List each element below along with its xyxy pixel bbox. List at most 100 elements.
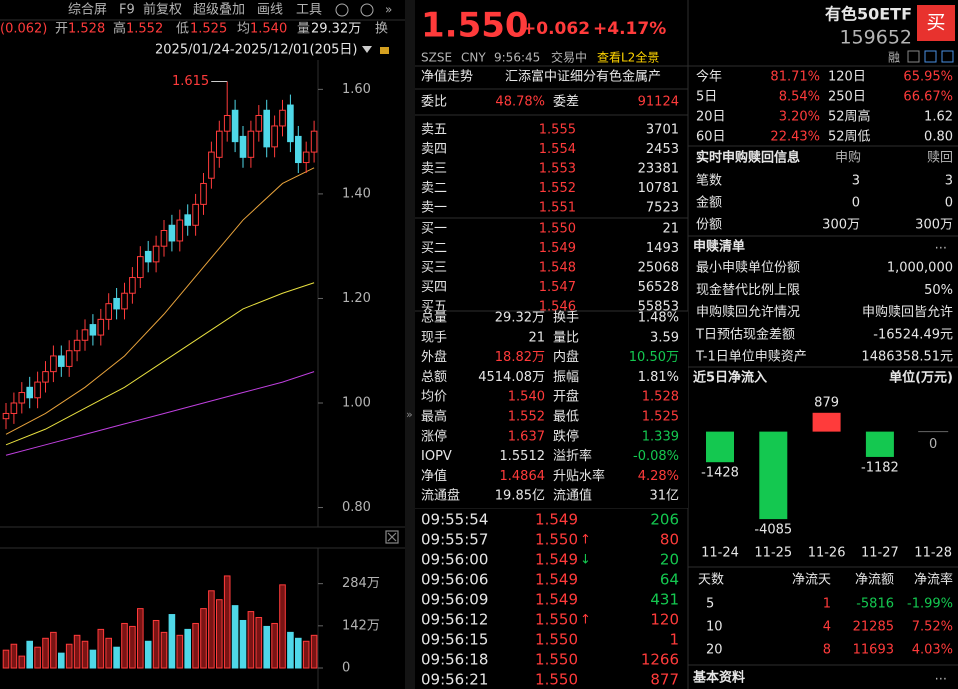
quote-field: 1.540 xyxy=(250,22,287,37)
trade-volume: 20 xyxy=(660,551,679,569)
change: +0.062 xyxy=(522,19,590,39)
y-tick-label: 1.40 xyxy=(342,186,371,201)
more[interactable]: ... xyxy=(935,238,947,253)
quote-field: 29.32万 xyxy=(311,22,361,37)
volume-bar xyxy=(113,646,120,669)
book-price: 1.551 xyxy=(539,201,576,216)
candle-body xyxy=(81,329,89,341)
volume-bar xyxy=(310,634,318,669)
meta[interactable]: 查看L2全景 xyxy=(597,50,659,65)
volume-bar xyxy=(121,622,128,669)
stat-value: 31亿 xyxy=(649,489,679,504)
volume-bar xyxy=(81,640,89,669)
table-cell: 21285 xyxy=(853,620,894,635)
trade-time: 09:56:06 xyxy=(421,571,488,589)
buy-button[interactable] xyxy=(917,5,955,41)
meta: 交易中 xyxy=(551,50,587,65)
volume-bar xyxy=(2,649,10,669)
trade-volume: 1266 xyxy=(641,651,679,669)
volume-bar xyxy=(271,622,278,669)
mask xyxy=(415,311,688,508)
candle-body xyxy=(216,130,223,158)
row-value: 1,000,000 xyxy=(887,261,953,276)
price: 1.550 xyxy=(421,6,529,46)
quote-field: 低 xyxy=(176,22,189,37)
splitter[interactable] xyxy=(405,0,415,689)
stat-label: 总量 xyxy=(421,311,447,326)
trade-arrow: ↑ xyxy=(580,533,591,548)
candle-body xyxy=(208,151,215,179)
tool-icons[interactable] xyxy=(907,50,954,63)
stat-label: 升贴水率 xyxy=(553,468,605,484)
stat-value: 10.50万 xyxy=(629,350,679,365)
stat-label: 流通盘 xyxy=(421,488,460,504)
volume-bar xyxy=(239,619,247,669)
book-price: 1.553 xyxy=(539,162,576,177)
volume-bar xyxy=(279,584,286,669)
trade-price: 1.549 xyxy=(535,511,578,529)
trade-volume: 64 xyxy=(660,571,679,589)
x-tick-label: 11-26 xyxy=(808,546,846,561)
table-cell: 4.03% xyxy=(912,643,953,658)
row-value: 0 xyxy=(945,196,953,211)
buy-label[interactable]: 买 xyxy=(926,12,945,34)
candle-body xyxy=(58,355,65,367)
row-label: 申购赎回允许情况 xyxy=(696,304,800,320)
volume-bar xyxy=(184,628,191,669)
quote-field: 换 xyxy=(375,22,388,37)
stat-label: 现手 xyxy=(421,330,447,345)
return-label: 52周低 xyxy=(828,130,871,145)
volume-bar xyxy=(34,646,41,669)
splitter-icon[interactable]: » xyxy=(406,408,413,421)
book-level: 卖三 xyxy=(421,162,447,177)
volume-bar xyxy=(216,599,223,669)
return-value: 1.62 xyxy=(924,110,953,125)
meta: 9:56:45 xyxy=(494,51,540,65)
book-price: 1.554 xyxy=(539,142,576,157)
candle-body xyxy=(73,339,81,352)
book-price: 1.550 xyxy=(539,222,576,237)
volume-bar xyxy=(152,619,160,669)
expand-icon[interactable]: » xyxy=(385,3,392,17)
trade-volume: 1 xyxy=(669,631,679,649)
close-icon[interactable] xyxy=(385,530,399,544)
stat-value: 19.85亿 xyxy=(495,489,545,504)
row-value: -16524.49元 xyxy=(873,327,953,342)
stat-label: 振幅 xyxy=(553,370,579,385)
volume-bar xyxy=(200,608,207,669)
candle-body xyxy=(200,182,207,205)
book-volume: 21 xyxy=(662,222,679,237)
volume-bar xyxy=(223,575,231,669)
volume-bar xyxy=(97,628,105,669)
trade-time: 09:55:57 xyxy=(421,531,488,549)
trade-time: 09:56:18 xyxy=(421,651,488,669)
lock-icon[interactable] xyxy=(380,47,389,54)
return-label: 5日 xyxy=(696,90,717,105)
more[interactable]: ... xyxy=(935,669,947,684)
row-value: 300万 xyxy=(915,218,953,233)
book-volume: 3701 xyxy=(646,123,679,138)
annotation: 1.615 xyxy=(172,74,209,89)
quote-field: 开 xyxy=(55,22,68,37)
candle-body xyxy=(50,355,57,373)
stat-value: 4.28% xyxy=(638,469,679,484)
stat-label: 溢折率 xyxy=(553,448,592,464)
book-volume: 10781 xyxy=(638,181,679,196)
dropdown-icon[interactable] xyxy=(362,46,372,53)
candle-body xyxy=(192,203,199,226)
stat-value: 1.5512 xyxy=(500,449,546,464)
table-cell: 11693 xyxy=(853,643,894,658)
candle-body xyxy=(34,381,41,399)
stat-label: 流通值 xyxy=(553,488,592,504)
change-pct: +4.17% xyxy=(593,19,666,39)
trade-price: 1.549 xyxy=(535,591,578,609)
candle-body xyxy=(129,277,136,294)
toolbar-icons[interactable] xyxy=(335,3,374,17)
stat-value: 1.4864 xyxy=(500,469,546,484)
trade-time: 09:56:09 xyxy=(421,591,488,609)
book-volume: 23381 xyxy=(638,162,679,177)
candle-body xyxy=(105,303,113,320)
candle-body xyxy=(121,292,128,310)
book-price: 1.552 xyxy=(539,181,576,196)
candle-body xyxy=(97,318,105,336)
